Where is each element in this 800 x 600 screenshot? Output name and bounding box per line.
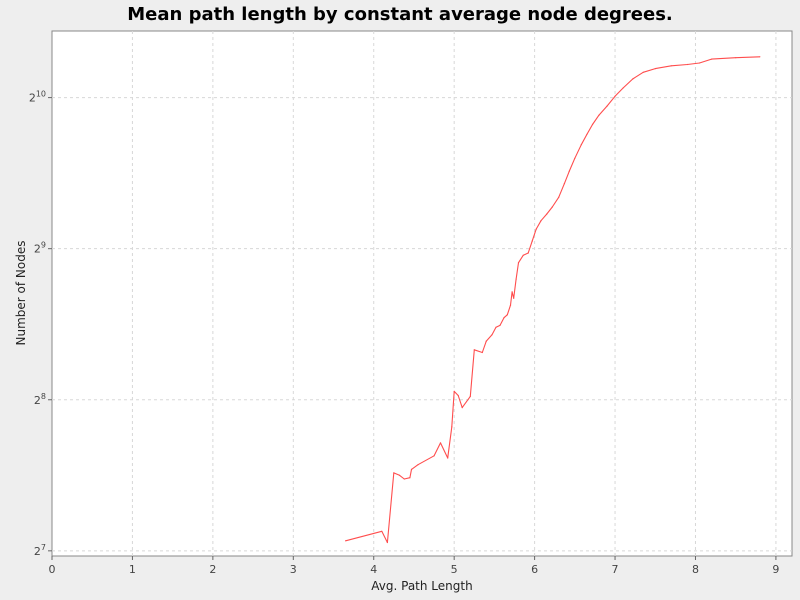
x-tick-label: 1 <box>129 563 136 576</box>
data-point <box>735 57 737 59</box>
y-axis-ticks: 27 28 29 210 <box>29 90 52 558</box>
data-point <box>453 390 455 392</box>
data-point <box>642 71 644 73</box>
x-tick-label: 0 <box>49 563 56 576</box>
data-point <box>417 464 419 466</box>
x-tick-label: 9 <box>772 563 779 576</box>
data-point <box>461 407 463 409</box>
data-point <box>568 170 570 172</box>
data-point <box>698 62 701 64</box>
data-point <box>403 478 405 480</box>
y-tick-label: 27 <box>34 543 46 558</box>
x-tick-label: 5 <box>451 563 458 576</box>
data-point <box>522 254 524 256</box>
chart-title: Mean path length by constant average nod… <box>127 4 673 25</box>
data-point <box>614 95 616 97</box>
data-point <box>509 304 512 306</box>
data-point <box>527 252 529 254</box>
data-point <box>598 114 600 116</box>
data-point <box>451 426 453 428</box>
data-point <box>433 455 435 457</box>
data-point <box>495 326 497 328</box>
data-point <box>410 468 413 470</box>
x-tick-label: 6 <box>531 563 538 576</box>
y-tick-label: 28 <box>34 392 46 407</box>
data-point <box>393 472 395 474</box>
data-point <box>506 314 508 316</box>
x-tick-label: 7 <box>612 563 619 576</box>
data-point <box>447 457 449 459</box>
data-point <box>540 220 542 222</box>
data-point <box>558 196 560 198</box>
x-axis-label: Avg. Path Length <box>371 579 472 593</box>
data-point <box>515 278 517 280</box>
data-point <box>503 317 505 319</box>
data-point <box>622 87 624 89</box>
data-point <box>580 144 582 146</box>
x-tick-label: 8 <box>692 563 699 576</box>
data-point <box>517 262 520 264</box>
plot-area <box>51 30 793 557</box>
data-point <box>469 395 471 397</box>
y-tick-label: 210 <box>29 90 46 105</box>
data-point <box>491 334 493 336</box>
data-point <box>606 105 608 107</box>
data-point <box>591 123 594 126</box>
data-point <box>345 540 347 542</box>
data-point <box>481 351 483 354</box>
data-point <box>711 58 713 60</box>
data-point <box>381 530 383 532</box>
data-point <box>686 63 689 66</box>
data-point <box>485 340 487 342</box>
data-point <box>398 474 401 476</box>
data-point <box>511 291 513 293</box>
data-point <box>473 349 475 351</box>
data-point <box>535 228 537 230</box>
data-point <box>563 183 566 185</box>
data-point <box>654 68 656 70</box>
data-point <box>551 206 553 208</box>
data-point <box>499 324 501 326</box>
data-point <box>759 56 761 58</box>
data-point <box>386 541 388 544</box>
data-point <box>531 240 533 242</box>
data-point <box>439 442 442 444</box>
data-point <box>513 297 515 299</box>
data-point <box>409 477 411 479</box>
x-axis-ticks: 0 1 2 3 4 5 6 7 8 9 <box>49 556 779 576</box>
data-point <box>670 65 672 67</box>
x-tick-label: 4 <box>370 563 377 576</box>
series-layer <box>345 56 761 544</box>
y-tick-label: 29 <box>34 241 46 256</box>
data-point <box>457 394 459 397</box>
data-point <box>574 157 576 159</box>
y-axis-label: Number of Nodes <box>14 241 28 346</box>
data-point <box>546 213 548 215</box>
x-tick-label: 2 <box>209 563 216 576</box>
x-tick-label: 3 <box>290 563 297 576</box>
data-point <box>586 133 588 135</box>
data-point <box>632 78 634 80</box>
